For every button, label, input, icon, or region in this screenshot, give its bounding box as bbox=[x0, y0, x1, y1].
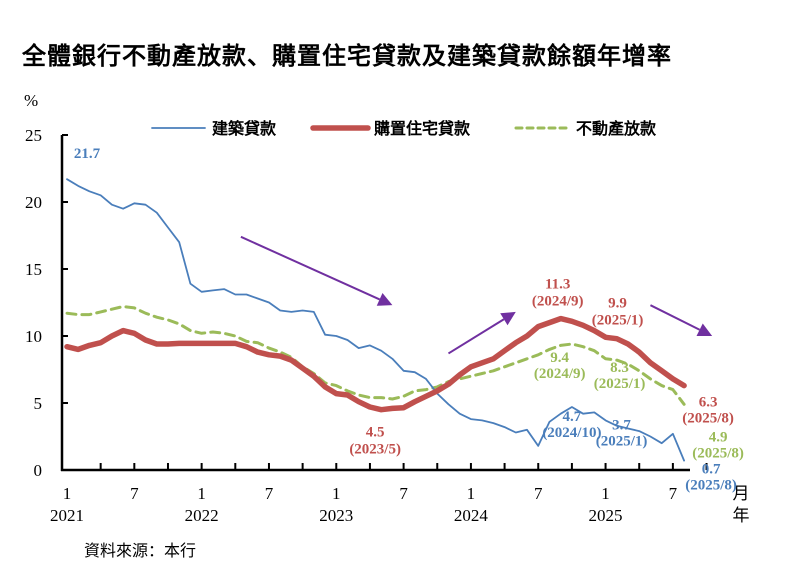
data-label-housing-value: 6.3 bbox=[699, 395, 718, 411]
annotations: 21.74.7(2024/10) 3.7(2025/1)0.7(2025/8)4.… bbox=[74, 146, 744, 493]
x-tick-label-year: 2022 bbox=[185, 506, 219, 525]
data-label-housing-value: 4.5 bbox=[366, 425, 385, 441]
data-label-construction-date: (2025/8) bbox=[685, 478, 737, 494]
data-label-housing-value: 9.9 bbox=[608, 295, 627, 311]
data-label-housing-date: (2024/9) bbox=[532, 294, 584, 310]
x-axis-month-label: 月 bbox=[733, 484, 750, 503]
data-label-construction-value: 0.7 bbox=[702, 462, 721, 478]
x-tick-label-month: 1 bbox=[601, 484, 610, 503]
x-axis-year-label: 年 bbox=[733, 506, 750, 525]
trend-arrow-up-head bbox=[500, 311, 516, 326]
trend-arrow-down-shaft bbox=[649, 304, 701, 331]
x-tick-label-month: 1 bbox=[197, 484, 206, 503]
legend-label-housing: 購置住宅貸款 bbox=[373, 119, 471, 138]
x-tick-label-month: 7 bbox=[399, 484, 408, 503]
y-tick-label: 0 bbox=[34, 461, 43, 480]
y-tick-label: 20 bbox=[25, 193, 42, 212]
x-tick-label-year: 2024 bbox=[454, 506, 489, 525]
x-tick-label-month: 7 bbox=[130, 484, 139, 503]
y-tick-label: 15 bbox=[25, 260, 42, 279]
x-tick-label-year: 2023 bbox=[319, 506, 353, 525]
trend-arrow-up-shaft bbox=[447, 318, 505, 355]
x-tick-label-month: 1 bbox=[63, 484, 72, 503]
data-label-real_estate-value: 9.4 bbox=[550, 350, 569, 366]
data-label-construction-value: 21.7 bbox=[74, 146, 101, 162]
source-note: 資料來源：本行 bbox=[84, 541, 197, 560]
x-tick-label-year: 2021 bbox=[50, 506, 84, 525]
data-label-real_estate-value: 4.9 bbox=[709, 429, 728, 445]
data-label-housing-date: (2023/5) bbox=[349, 442, 401, 458]
legend-label-construction: 建築貸款 bbox=[212, 119, 277, 138]
x-tick-label-year: 2025 bbox=[589, 506, 623, 525]
series-layer bbox=[64, 178, 687, 462]
data-label-housing-date: (2025/1) bbox=[592, 312, 644, 328]
x-tick-label-month: 7 bbox=[534, 484, 543, 503]
legend-label-real_estate: 不動產放款 bbox=[576, 119, 657, 138]
data-label-housing-value: 11.3 bbox=[545, 277, 570, 293]
data-label-construction-value: 3.7 bbox=[612, 417, 631, 433]
trend-arrow-down-head bbox=[696, 323, 713, 337]
legend: 建築貸款 購置住宅貸款 不動產放款 bbox=[151, 119, 657, 138]
trend-arrows bbox=[240, 235, 713, 355]
data-label-real_estate-date: (2025/1) bbox=[594, 376, 646, 392]
series-line-real_estate bbox=[65, 305, 686, 406]
series-line-housing bbox=[64, 315, 687, 413]
trend-arrow-down-shaft bbox=[240, 235, 381, 301]
y-axis-unit: % bbox=[24, 91, 38, 110]
x-tick-label-month: 1 bbox=[467, 484, 476, 503]
data-label-housing-date: (2025/8) bbox=[682, 411, 734, 427]
x-tick-label-month: 1 bbox=[332, 484, 341, 503]
trend-arrow-down-head bbox=[376, 293, 393, 306]
series-line-construction bbox=[66, 178, 685, 462]
x-tick-label-month: 7 bbox=[669, 484, 678, 503]
data-label-construction-value: 4.7 bbox=[563, 409, 582, 425]
chart-title: 全體銀行不動產放款、購置住宅貸款及建築貸款餘額年增率 bbox=[22, 41, 672, 70]
data-label-real_estate-date: (2024/9) bbox=[534, 366, 586, 382]
data-label-real_estate-date: (2025/8) bbox=[692, 445, 744, 461]
data-label-construction-date: (2025/1) bbox=[596, 433, 648, 449]
y-tick-label: 5 bbox=[34, 394, 43, 413]
data-label-real_estate-value: 8.3 bbox=[610, 360, 629, 376]
x-tick-label-month: 7 bbox=[265, 484, 274, 503]
y-tick-label: 25 bbox=[25, 126, 42, 145]
data-label-construction-date: (2024/10) bbox=[542, 425, 601, 441]
y-tick-label: 10 bbox=[25, 327, 42, 346]
